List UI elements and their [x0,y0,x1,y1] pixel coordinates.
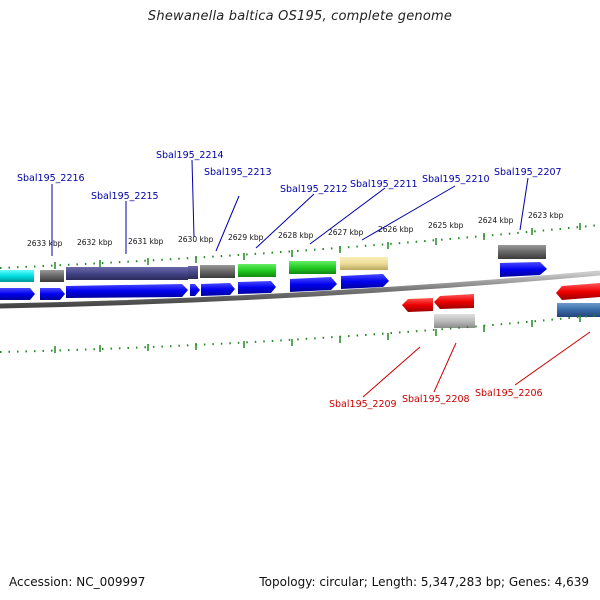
forward-cds-arrow[interactable] [40,288,65,300]
kbp-label: 2624 kbp [478,216,514,225]
forward-cds-arrow[interactable] [190,284,200,296]
forward-cds-track [0,262,547,300]
forward-cds-arrow[interactable] [290,277,337,292]
kbp-label: 2630 kbp [178,235,214,244]
accession-text: Accession: NC_009997 [9,575,146,589]
gene-label-top[interactable]: Sbal195_2215 [91,191,159,202]
outer-feature-track [0,245,546,282]
inner-feature-track [434,303,600,328]
kbp-label: 2628 kbp [278,231,314,240]
bottom-gene-labels: Sbal195_2209 Sbal195_2208 Sbal195_2206 [329,388,543,410]
map-title: Shewanella baltica OS195, complete genom… [147,9,453,24]
gene-label-top[interactable]: Sbal195_2216 [17,173,85,184]
gene-label-top[interactable]: Sbal195_2211 [350,179,418,190]
kbp-label: 2632 kbp [77,238,113,247]
feature-bar[interactable] [434,314,475,328]
kbp-label: 2633 kbp [27,239,63,248]
gene-label-top[interactable]: Sbal195_2214 [156,150,224,161]
feature-bar[interactable] [40,270,64,282]
kbp-scale: 2633 kbp 2632 kbp 2631 kbp 2630 kbp 2629… [27,211,564,248]
gene-label-top[interactable]: Sbal195_2213 [204,167,272,178]
feature-bar[interactable] [498,245,546,259]
genome-summary-text: Topology: circular; Length: 5,347,283 bp… [259,575,589,589]
kbp-label: 2629 kbp [228,233,264,242]
gene-label-top[interactable]: Sbal195_2210 [422,174,490,185]
kbp-label: 2626 kbp [378,225,414,234]
forward-cds-arrow[interactable] [66,284,188,298]
bottom-label-leaders [362,331,591,398]
genome-backbone [0,270,600,309]
inner-major-ticks [54,315,581,353]
gene-label-bottom[interactable]: Sbal195_2206 [475,388,543,399]
reverse-cds-track [402,283,600,312]
feature-bar[interactable] [200,265,235,278]
feature-bar[interactable] [238,264,276,277]
gene-label-bottom[interactable]: Sbal195_2208 [402,394,470,405]
feature-bar[interactable] [0,270,34,282]
kbp-label: 2623 kbp [528,211,564,220]
kbp-label: 2631 kbp [128,237,164,246]
reverse-cds-arrow[interactable] [402,298,433,312]
feature-bar[interactable] [66,267,188,280]
outer-major-ticks [54,223,581,269]
forward-cds-arrow[interactable] [238,281,276,294]
reverse-cds-arrow[interactable] [434,294,474,309]
feature-bar[interactable] [289,261,336,274]
forward-cds-arrow[interactable] [0,288,35,300]
kbp-label: 2627 kbp [328,228,364,237]
top-gene-labels: Sbal195_2216 Sbal195_2215 Sbal195_2214 S… [17,150,562,202]
feature-bar[interactable] [188,266,198,279]
top-label-leaders [51,159,529,256]
feature-bar[interactable] [557,303,600,317]
gene-label-bottom[interactable]: Sbal195_2209 [329,399,397,410]
gene-label-top[interactable]: Sbal195_2212 [280,184,348,195]
feature-bar[interactable] [340,257,388,270]
kbp-label: 2625 kbp [428,221,464,230]
gene-label-top[interactable]: Sbal195_2207 [494,167,562,178]
forward-cds-arrow[interactable] [201,283,235,296]
forward-cds-arrow[interactable] [500,262,547,277]
inner-tick-ring [0,314,600,353]
forward-cds-arrow[interactable] [341,274,389,289]
reverse-cds-arrow[interactable] [556,283,600,300]
